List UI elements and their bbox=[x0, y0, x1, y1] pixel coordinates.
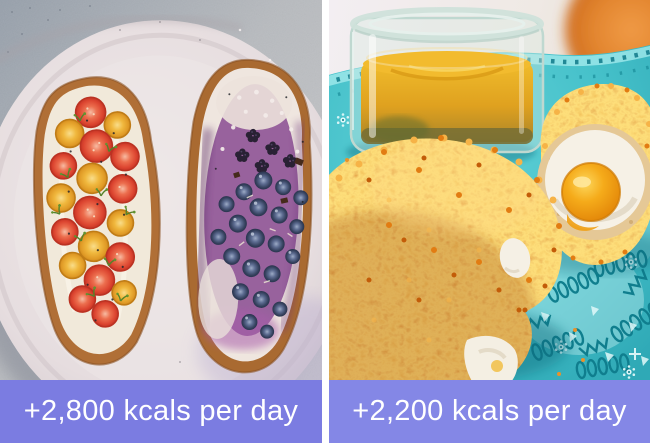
caption-bar-right: +2,200 kcals per day bbox=[329, 380, 650, 443]
photo-toasts bbox=[0, 0, 322, 380]
caption-bar-left: +2,800 kcals per day bbox=[0, 380, 322, 443]
egg-half-with-yolk bbox=[537, 83, 650, 265]
panel-crusted-egg: +2,200 kcals per day bbox=[329, 0, 650, 443]
caption-text-right: +2,200 kcals per day bbox=[352, 395, 627, 427]
caption-text-left: +2,800 kcals per day bbox=[23, 395, 299, 427]
berry-toast bbox=[185, 58, 313, 374]
tomato-toast bbox=[32, 76, 161, 366]
vertical-divider bbox=[322, 0, 329, 443]
crusted-egg-foreground bbox=[329, 134, 562, 380]
mustard-jar bbox=[349, 7, 545, 154]
panel-toasts: +2,800 kcals per day bbox=[0, 0, 322, 443]
photo-crusted-egg bbox=[329, 0, 650, 380]
